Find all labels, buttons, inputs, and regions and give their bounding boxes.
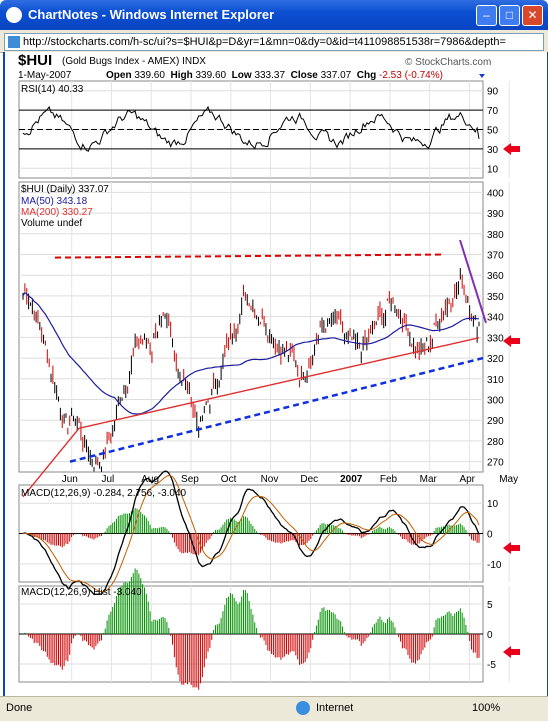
annotation-arrow-icon <box>503 646 520 658</box>
rsi-panel-tick-label: 10 <box>487 164 499 175</box>
annotation-arrow-icon <box>503 542 520 554</box>
rsi-panel-tick-label: 90 <box>487 87 499 98</box>
price-label: $HUI (Daily) 337.07 <box>21 184 109 195</box>
resistance-line <box>54 253 446 259</box>
rsi-panel-tick-label: 70 <box>487 106 499 117</box>
price-panel-tick-label: 390 <box>487 209 504 220</box>
price-panel-tick-label: 330 <box>487 333 504 344</box>
index-name: (Gold Bugs Index - AMEX) INDX <box>62 56 206 67</box>
volume-label: Volume undef <box>21 218 83 229</box>
month-label: Sep <box>181 474 199 485</box>
macd-panel-tick-label: -10 <box>487 560 502 571</box>
support-line <box>69 356 484 463</box>
month-label: Dec <box>300 474 318 485</box>
ma200-label: MA(200) 330.27 <box>21 207 93 218</box>
title-bar: ChartNotes - Windows Internet Explorer –… <box>0 0 548 30</box>
rsi-panel-tick-label: 50 <box>487 126 499 137</box>
price-panel-tick-label: 350 <box>487 292 504 303</box>
month-label: Oct <box>221 474 237 485</box>
window-title: ChartNotes - Windows Internet Explorer <box>28 7 275 22</box>
price-panel-frame <box>18 181 484 473</box>
zone-text: Internet <box>316 702 354 714</box>
zoom-text[interactable]: 100% <box>472 702 501 714</box>
price-panel-tick-label: 290 <box>487 416 504 427</box>
macd-panel-tick-label: 10 <box>487 499 499 510</box>
annotation-arrow-icon <box>503 335 520 347</box>
month-label: Nov <box>261 474 279 485</box>
month-label: Feb <box>380 474 398 485</box>
price-panel-tick-label: 310 <box>487 375 504 386</box>
price-panel-tick-label: 400 <box>487 188 504 199</box>
price-panel-tick-label: 370 <box>487 251 504 262</box>
watermark: © StockCharts.com <box>405 57 492 68</box>
macd-line <box>22 470 480 596</box>
price-panel-tick-label: 320 <box>487 354 504 365</box>
month-label: Jun <box>62 474 78 485</box>
close-button[interactable]: ✕ <box>522 5 543 26</box>
month-label: 2007 <box>340 474 363 485</box>
chg-down-icon <box>479 74 485 78</box>
page-icon <box>8 36 20 48</box>
price-panel-tick-label: 300 <box>487 396 504 407</box>
status-text: Done <box>6 702 33 714</box>
rsi-panel-tick-label: 30 <box>487 145 499 156</box>
hist-panel-tick-label: -5 <box>487 660 496 671</box>
quote-line: Open 339.60 High 339.60 Low 333.37 Close… <box>106 70 443 81</box>
downtrend-line <box>459 239 487 324</box>
status-bar: Done Internet 100% <box>0 696 548 721</box>
month-label: Apr <box>459 474 475 485</box>
month-label: Jul <box>101 474 114 485</box>
url-text: http://stockcharts.com/h-sc/ui?s=$HUI&p=… <box>23 36 506 48</box>
globe-icon <box>296 701 310 715</box>
price-panel-tick-label: 280 <box>487 437 504 448</box>
annotation-arrow-icon <box>503 143 520 155</box>
rsi-label: RSI(14) 40.33 <box>21 84 84 95</box>
ma200-line <box>22 337 480 498</box>
maximize-button[interactable]: □ <box>499 5 520 26</box>
hist-panel-tick-label: 0 <box>487 630 493 641</box>
month-label: May <box>499 474 518 485</box>
ie-icon <box>6 7 22 23</box>
url-field[interactable]: http://stockcharts.com/h-sc/ui?s=$HUI&p=… <box>4 33 544 51</box>
price-panel-tick-label: 340 <box>487 313 504 324</box>
minimize-button[interactable]: – <box>476 5 497 26</box>
hist-label: MACD(12,26,9) Hist -3.040 <box>21 587 142 598</box>
macd-signal-line <box>22 474 480 593</box>
rsi-line <box>22 105 480 152</box>
price-panel-tick-label: 380 <box>487 230 504 241</box>
hist-panel-tick-label: 5 <box>487 600 493 611</box>
quote-date: 1-May-2007 <box>18 70 72 81</box>
ticker-symbol: $HUI <box>18 52 53 69</box>
macd-panel-tick-label: 0 <box>487 530 493 541</box>
ma50-line <box>22 291 480 415</box>
price-panel-tick-label: 270 <box>487 458 504 469</box>
macd-label: MACD(12,26,9) -0.284, 2.756, -3.040 <box>21 488 187 499</box>
month-label: Mar <box>420 474 438 485</box>
ma50-label: MA(50) 343.18 <box>21 196 88 207</box>
price-panel-tick-label: 360 <box>487 271 504 282</box>
